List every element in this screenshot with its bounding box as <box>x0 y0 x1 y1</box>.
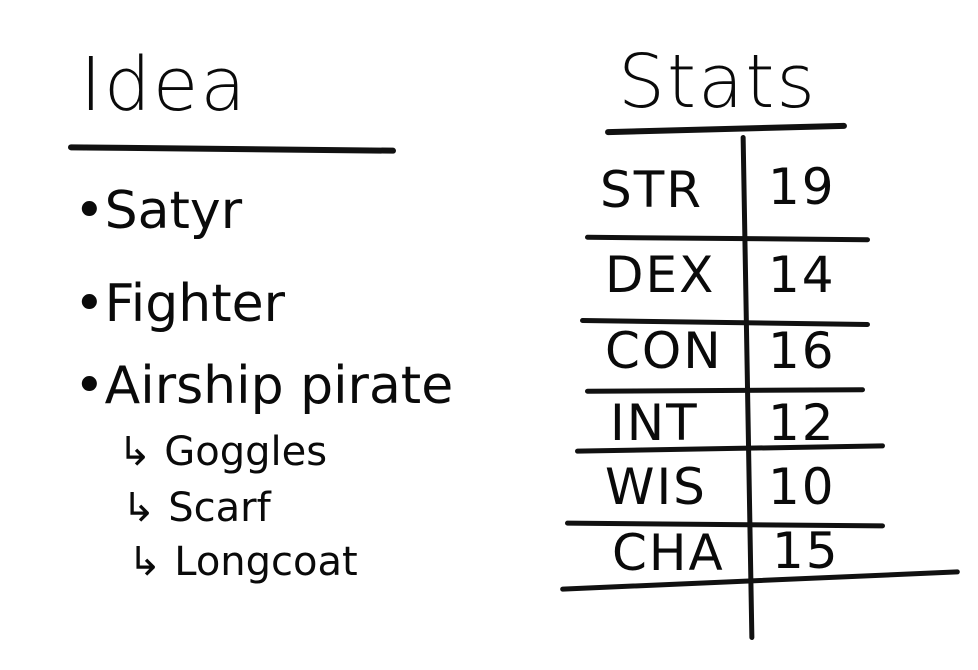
idea-underline <box>67 144 397 154</box>
bullet-icon: • <box>74 274 105 334</box>
sub-arrow-icon: ↳ <box>128 539 162 585</box>
stat-name-cha: CHA <box>612 524 725 582</box>
subitem-scarf: ↳ Scarf <box>122 488 271 528</box>
subitem-label: Scarf <box>168 485 271 531</box>
subitem-longcoat: ↳ Longcoat <box>128 542 358 582</box>
stat-value-dex: 14 <box>768 246 836 304</box>
idea-item-label: Satyr <box>104 181 243 241</box>
row-divider <box>584 387 866 394</box>
stat-value-wis: 10 <box>768 458 836 516</box>
stat-name-dex: DEX <box>605 246 716 304</box>
row-divider <box>584 234 871 243</box>
subitem-label: Goggles <box>164 429 328 475</box>
stat-name-wis: WIS <box>605 458 707 516</box>
stats-heading: Stats <box>618 39 817 125</box>
idea-item-label: Airship pirate <box>104 356 454 416</box>
stat-name-int: INT <box>610 394 699 452</box>
stat-value-str: 19 <box>768 158 836 216</box>
idea-item-satyr: •Satyr <box>74 185 242 237</box>
stat-name-con: CON <box>605 322 723 380</box>
idea-item-fighter: •Fighter <box>74 278 285 330</box>
stat-value-cha: 15 <box>772 522 840 580</box>
sub-arrow-icon: ↳ <box>118 429 152 475</box>
subitem-goggles: ↳ Goggles <box>118 432 327 472</box>
idea-heading: Idea <box>80 42 248 128</box>
idea-item-airship-pirate: •Airship pirate <box>74 360 453 412</box>
bullet-icon: • <box>74 356 105 416</box>
stat-value-int: 12 <box>768 394 836 452</box>
stat-name-str: STR <box>600 161 704 219</box>
stat-value-con: 16 <box>768 322 836 380</box>
idea-item-label: Fighter <box>104 274 285 334</box>
sub-arrow-icon: ↳ <box>122 485 156 531</box>
subitem-label: Longcoat <box>174 539 358 585</box>
bullet-icon: • <box>74 181 105 241</box>
